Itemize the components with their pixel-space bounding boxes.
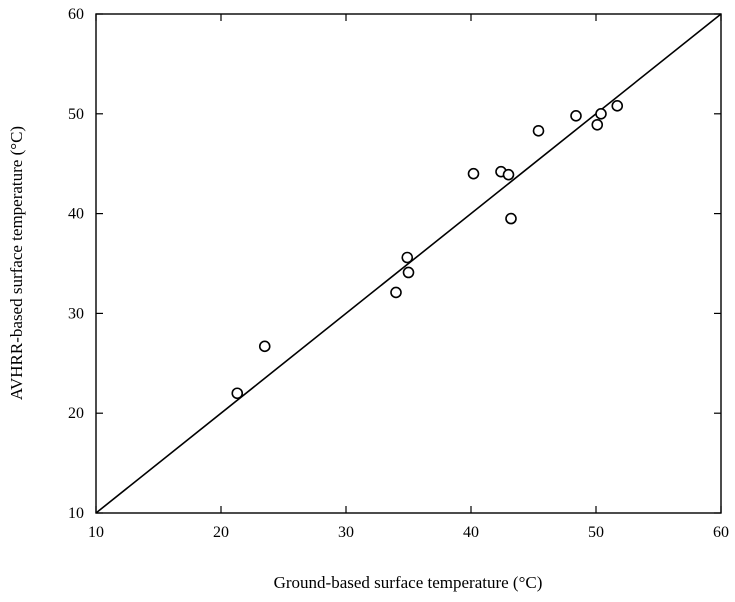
y-tick-label: 30 [68,305,84,322]
data-point-3 [390,286,402,299]
x-tick-label: 10 [88,524,104,541]
y-tick-label: 60 [68,6,84,23]
data-point-6 [467,167,480,180]
one-to-one-line [95,13,722,514]
data-points [231,100,624,400]
data-point-13 [595,108,607,120]
x-tick-label: 20 [213,524,229,541]
data-point-8 [502,168,515,181]
plot-frame [95,13,722,514]
data-point-14 [611,100,624,112]
data-point-5 [402,266,415,279]
data-point-2 [258,340,271,353]
data-point-9 [505,212,517,225]
y-tick-label: 10 [68,505,84,522]
x-tick-label: 40 [463,524,479,541]
data-point-12 [591,118,604,131]
data-point-4 [401,251,414,264]
x-axis-title: Ground-based surface temperature (°C) [274,573,543,592]
tick-labels: 10 20 30 40 50 60 10 20 30 40 50 60 [68,6,729,541]
x-tick-label: 50 [588,524,604,541]
y-axis-title: AVHRR-based surface temperature (°C) [7,126,26,400]
y-tick-label: 20 [68,405,84,422]
x-tick-label: 60 [713,524,729,541]
data-point-10 [532,124,545,137]
y-tick-label: 50 [68,106,84,123]
y-tick-label: 40 [68,206,84,223]
data-point-1 [231,387,244,400]
data-point-11 [570,109,582,122]
x-tick-label: 30 [338,524,354,541]
